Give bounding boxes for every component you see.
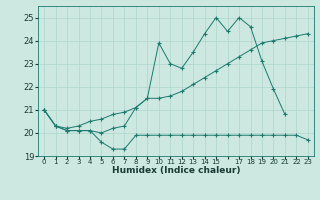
X-axis label: Humidex (Indice chaleur): Humidex (Indice chaleur) — [112, 166, 240, 175]
